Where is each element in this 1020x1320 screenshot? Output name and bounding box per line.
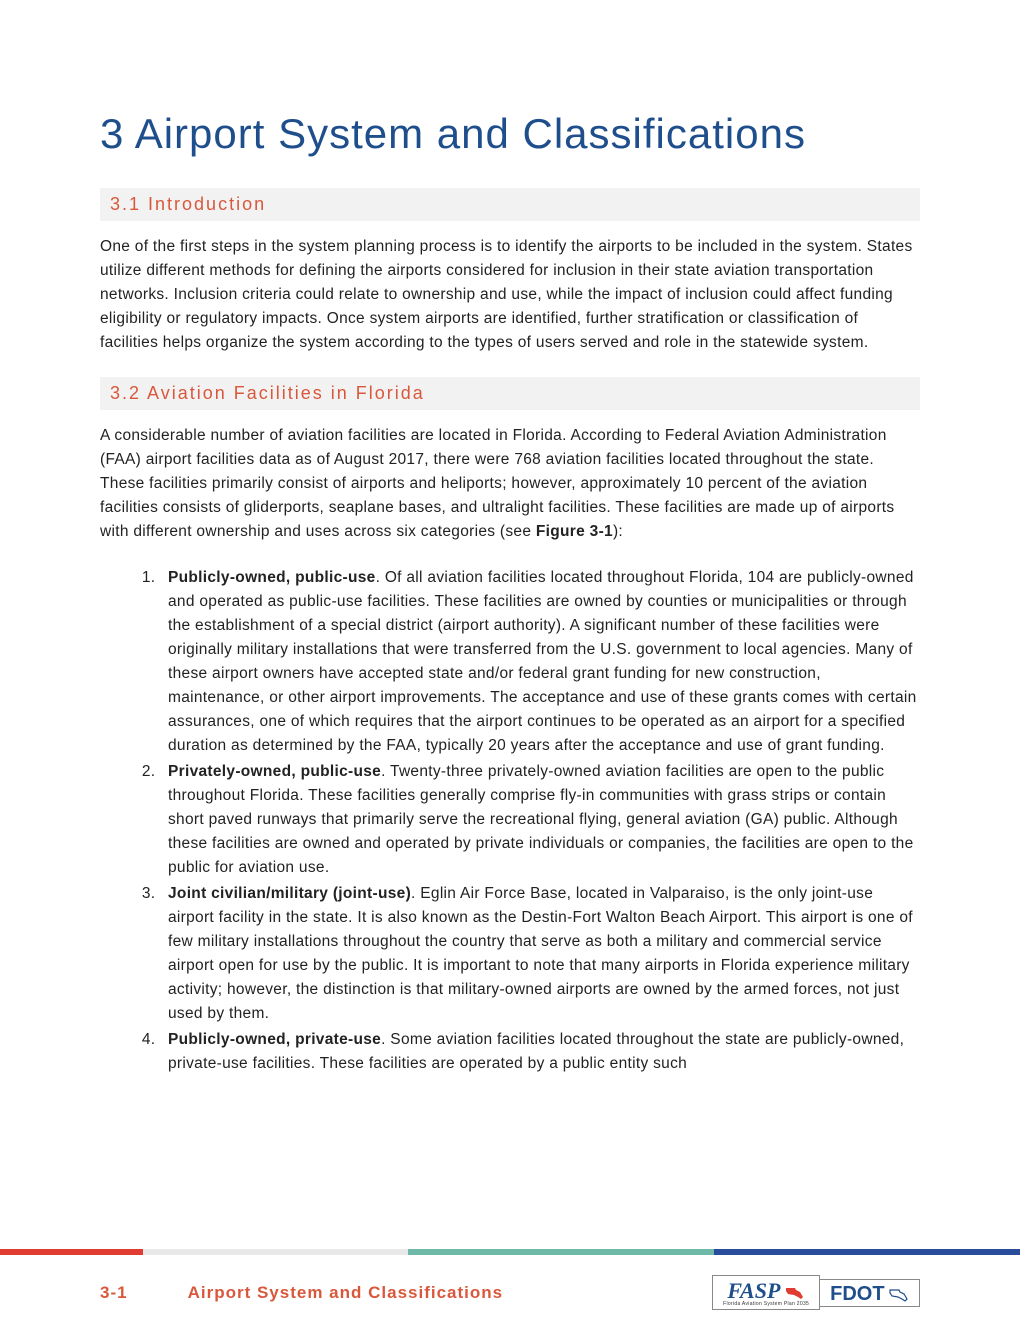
florida-icon xyxy=(889,1288,909,1302)
facilities-paragraph: A considerable number of aviation facili… xyxy=(100,424,920,544)
list-item-text: . Eglin Air Force Base, located in Valpa… xyxy=(168,885,913,1022)
footer-logos: FASP Florida Aviation System Plan 2035 F… xyxy=(712,1275,920,1310)
section-heading-facilities: 3.2 Aviation Facilities in Florida xyxy=(100,377,920,410)
footer-color-bar xyxy=(0,1249,1020,1255)
page-number: 3-1 xyxy=(100,1283,128,1303)
fasp-logo: FASP Florida Aviation System Plan 2035 xyxy=(712,1275,820,1310)
section-heading-intro: 3.1 Introduction xyxy=(100,188,920,221)
footer: 3-1 Airport System and Classifications F… xyxy=(100,1265,920,1320)
facilities-text-post: ): xyxy=(613,523,623,540)
footer-title: Airport System and Classifications xyxy=(188,1283,504,1303)
facilities-text-pre: A considerable number of aviation facili… xyxy=(100,427,894,540)
footer-bar-segment xyxy=(408,1249,714,1255)
figure-ref: Figure 3-1 xyxy=(536,523,613,540)
fasp-logo-subtext: Florida Aviation System Plan 2035 xyxy=(723,1302,809,1307)
footer-bar-segment xyxy=(0,1249,143,1255)
footer-left: 3-1 Airport System and Classifications xyxy=(100,1283,503,1303)
list-item-title: Joint civilian/military (joint-use) xyxy=(168,885,411,902)
fasp-logo-text: FASP xyxy=(727,1278,780,1303)
list-item-text: . Of all aviation facilities located thr… xyxy=(168,569,917,754)
footer-bar-segment xyxy=(714,1249,1020,1255)
category-list: Publicly-owned, public-use. Of all aviat… xyxy=(160,566,920,1076)
list-item: Privately-owned, public-use. Twenty-thre… xyxy=(160,760,920,880)
page-title: 3 Airport System and Classifications xyxy=(100,110,920,158)
fdot-logo-text: FDOT xyxy=(830,1283,884,1305)
florida-icon xyxy=(785,1286,805,1300)
list-item-title: Privately-owned, public-use xyxy=(168,763,381,780)
footer-bar-segment xyxy=(143,1249,408,1255)
list-item: Publicly-owned, public-use. Of all aviat… xyxy=(160,566,920,758)
list-item: Publicly-owned, private-use. Some aviati… xyxy=(160,1028,920,1076)
fdot-logo: FDOT xyxy=(820,1279,920,1307)
list-item: Joint civilian/military (joint-use). Egl… xyxy=(160,882,920,1026)
document-page: 3 Airport System and Classifications 3.1… xyxy=(0,0,1020,1320)
list-item-title: Publicly-owned, public-use xyxy=(168,569,376,586)
list-item-title: Publicly-owned, private-use xyxy=(168,1031,381,1048)
intro-paragraph: One of the first steps in the system pla… xyxy=(100,235,920,355)
